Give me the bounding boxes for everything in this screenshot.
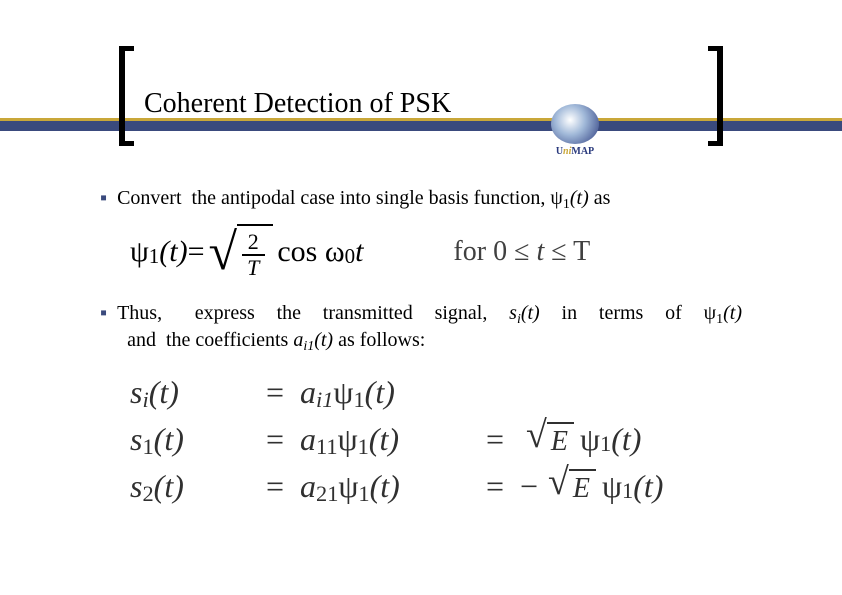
equation-1: ψ1(t) = √ 2 T cos ω0t for 0 ≤ t ≤ T: [130, 224, 742, 280]
equation-2-row-1: si(t) = ai1ψ1(t): [130, 374, 742, 411]
right-bracket-icon: [704, 46, 724, 151]
logo-text: UniMAP: [540, 146, 610, 157]
content-area: ▪ Convert the antipodal case into single…: [100, 185, 742, 515]
bullet-2: ▪ Thus, express the transmitted signal, …: [100, 300, 742, 354]
title-area: Coherent Detection of PSK UniMAP: [100, 48, 742, 120]
equation-1-definition: ψ1(t) = √ 2 T cos ω0t: [130, 224, 363, 280]
logo-globe-icon: [551, 104, 599, 144]
bullet-1: ▪ Convert the antipodal case into single…: [100, 185, 742, 212]
bullet-1-text: Convert the antipodal case into single b…: [117, 185, 742, 212]
page-title: Coherent Detection of PSK: [100, 48, 742, 120]
equation-2-row-3: s2(t) = a21ψ1(t) = − √E ψ1(t): [130, 468, 742, 505]
bullet-marker-icon: ▪: [100, 185, 107, 212]
bullet-2-text: Thus, express the transmitted signal, si…: [117, 300, 742, 354]
equation-2: si(t) = ai1ψ1(t) s1(t) = a11ψ1(t) = √E ψ…: [130, 374, 742, 505]
equation-2-row-2: s1(t) = a11ψ1(t) = √E ψ1(t): [130, 421, 742, 458]
equation-1-condition: for 0 ≤ t ≤ T: [453, 236, 590, 268]
left-bracket-icon: [118, 46, 138, 151]
unimap-logo: UniMAP: [540, 104, 610, 164]
bullet-marker-icon: ▪: [100, 300, 107, 354]
